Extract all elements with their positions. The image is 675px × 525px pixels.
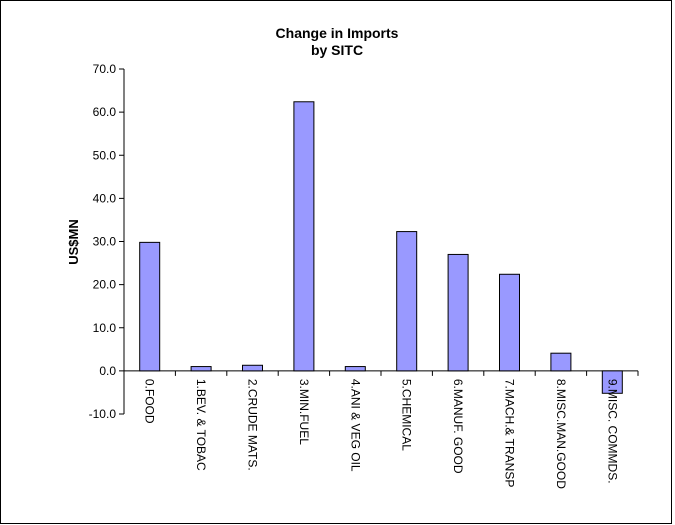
bar-5 (396, 231, 418, 372)
category-label: 2.CRUDE MATS. (246, 379, 260, 471)
category-label: 9.MISC. COMMDS. (605, 379, 619, 484)
y-tick-label: -10.0 (89, 407, 117, 421)
y-tick-label: 50.0 (93, 148, 117, 162)
y-tick-label: 0.0 (99, 364, 116, 378)
chart-title: Change in Imports (276, 25, 399, 41)
y-tick-label: 70.0 (93, 62, 117, 76)
category-label: 0.FOOD (143, 379, 157, 424)
category-label: 1.BEV. & TOBAC (194, 379, 208, 471)
bar-1 (190, 366, 212, 372)
category-label: 8.MISC.MAN.GOOD (554, 379, 568, 489)
bar-0 (139, 241, 161, 372)
category-label: 4.ANI & VEG OIL (348, 379, 362, 472)
y-tick-label: 40.0 (93, 191, 117, 205)
bar-8 (550, 352, 572, 372)
category-label: 6.MANUF. GOOD (451, 379, 465, 474)
y-tick-label: 30.0 (93, 235, 117, 249)
plot-area: -10.0 0.0 10.0 20.0 30.0 40.0 50.0 60.0 70.0 0.FO… (89, 62, 639, 489)
y-tick-label: 60.0 (93, 105, 117, 119)
y-tick-label: 20.0 (93, 278, 117, 292)
y-tick-label: 10.0 (93, 321, 117, 335)
y-axis-title: US$MN (66, 219, 81, 265)
bar-2 (242, 364, 263, 372)
bar-7 (499, 273, 520, 372)
chart-subtitle: by SITC (311, 42, 363, 58)
category-label: 5.CHEMICAL (400, 379, 414, 451)
category-label: 3.MIN.FUEL (297, 379, 311, 445)
bar-6 (447, 253, 469, 372)
category-label: 7.MACH.& TRANSP (503, 379, 517, 487)
bar-3 (293, 101, 315, 372)
bar-9 (601, 370, 623, 394)
bar-4 (344, 366, 366, 372)
